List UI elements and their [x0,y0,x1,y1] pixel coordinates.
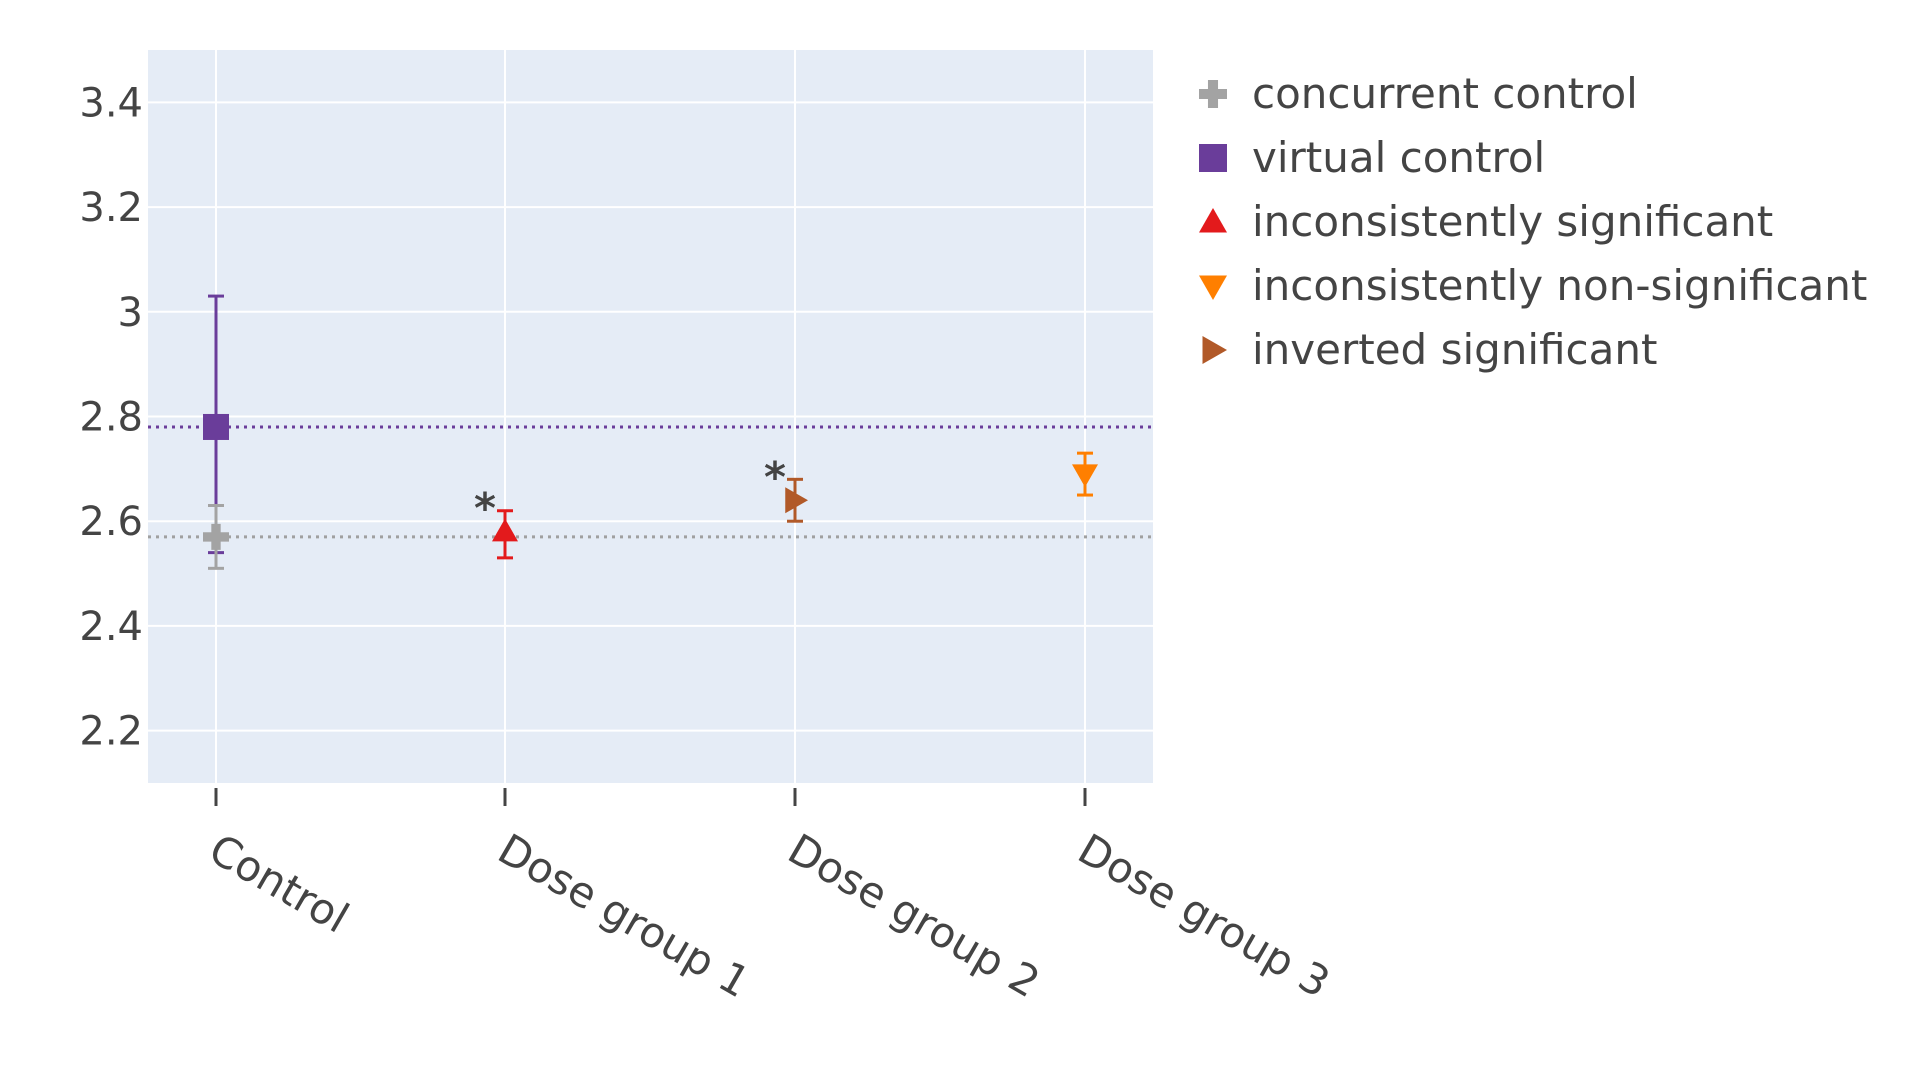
legend-label: virtual control [1252,133,1545,182]
y-tick-label: 2.4 [79,604,143,650]
significance-annotation: * [474,484,496,533]
y-axis: 2.2 2.4 2.6 2.8 3 3.2 3.4 [79,80,143,754]
data-point-square [203,413,229,440]
legend-label: concurrent control [1252,69,1638,118]
y-tick-label: 2.6 [79,499,143,545]
significance-annotation: * [764,452,786,501]
data-point-triangle-up [492,518,518,542]
grid-layer [148,50,1153,783]
x-tick-label: Dose group 2 [780,824,1048,1007]
x-tick-label: Control [201,824,357,942]
x-tick-label: Dose group 1 [490,824,758,1007]
legend-symbol-triangle-down [1199,275,1227,300]
legend-symbol-triangle-up [1199,208,1227,233]
data-point-triangle-down [1072,464,1098,488]
legend-symbol-square [1199,144,1227,172]
data-marks: ** [203,294,1098,570]
x-axis: Control Dose group 1 Dose group 2 Dose grou… [201,788,1338,1007]
y-tick-label: 2.2 [79,709,143,755]
data-point-cross [203,523,229,550]
legend-label: inverted significant [1252,325,1657,374]
y-tick-label: 3.4 [79,80,143,126]
y-tick-label: 3 [118,290,143,336]
y-tick-label: 3.2 [79,185,143,231]
legend-symbol-cross [1199,80,1227,108]
x-tick-label: Dose group 3 [1070,824,1338,1007]
legend-label: inconsistently non-significant [1252,261,1867,310]
legend: concurrent control virtual control inconsi… [1199,69,1867,374]
legend-symbol-triangle-right [1202,336,1227,364]
legend-label: inconsistently significant [1252,197,1773,246]
data-point-triangle-right [785,487,808,514]
y-tick-label: 2.8 [79,395,143,441]
